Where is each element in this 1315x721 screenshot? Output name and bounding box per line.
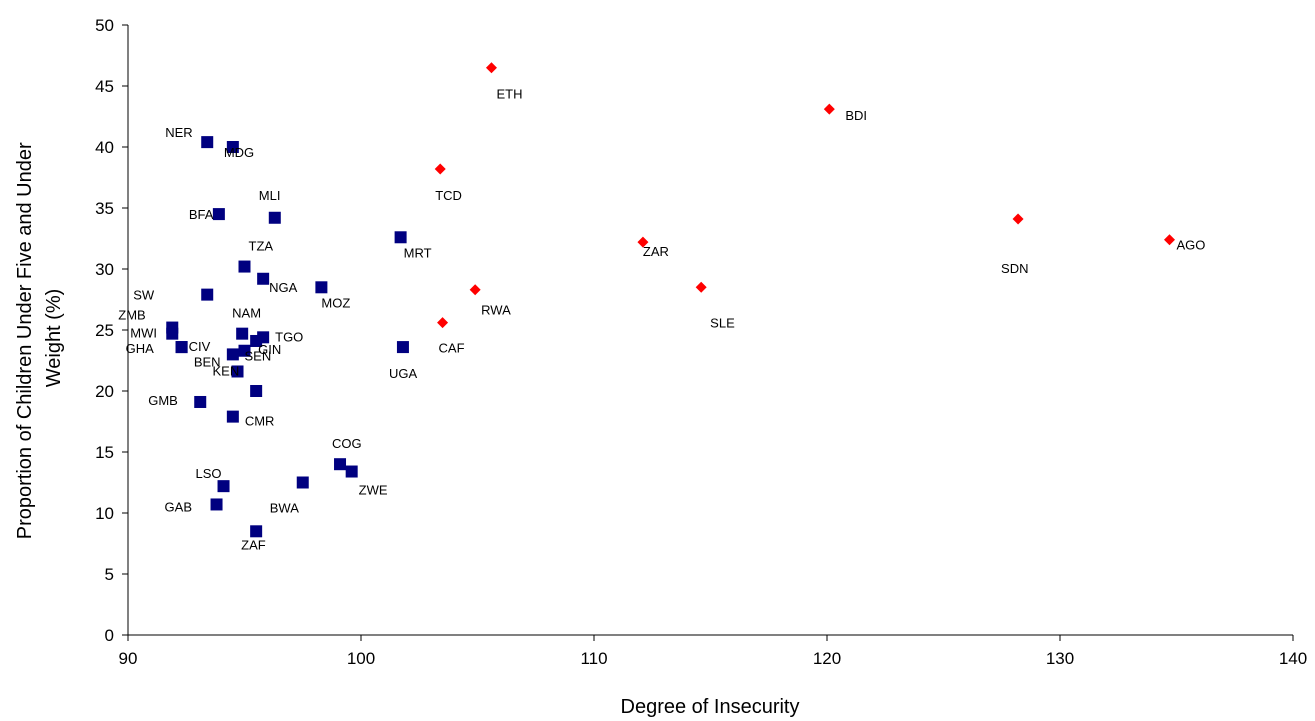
y-tick-label: 20 <box>95 382 114 401</box>
y-tick-label: 0 <box>105 626 114 645</box>
point-label: BDI <box>845 108 867 123</box>
point-label: AGO <box>1177 238 1206 253</box>
point-square <box>226 348 239 361</box>
point-square <box>201 136 214 149</box>
point-label: MWI <box>130 326 157 341</box>
point-label: SEN <box>245 349 272 364</box>
y-tick-label: 25 <box>95 321 114 340</box>
point-label: LSO <box>196 466 222 481</box>
point-square <box>250 525 263 538</box>
point-square <box>238 260 251 273</box>
point-diamond <box>1012 213 1024 225</box>
point-label: BEN <box>194 354 221 369</box>
point-label: BWA <box>270 501 299 516</box>
point-label: MRT <box>404 245 432 260</box>
point-diamond <box>695 281 707 293</box>
point-square <box>250 385 263 397</box>
x-tick-label: 90 <box>119 649 138 668</box>
point-square <box>231 365 244 378</box>
y-axis-title-line-1: Proportion of Children Under Five and Un… <box>14 142 36 539</box>
point-square <box>217 480 230 493</box>
point-label: CIV <box>189 339 211 354</box>
point-square <box>250 334 263 347</box>
point-square <box>296 476 309 489</box>
x-tick-label: 100 <box>347 649 375 668</box>
point-diamond <box>823 103 835 115</box>
y-tick-label: 50 <box>95 16 114 35</box>
point-label: GHA <box>126 341 155 356</box>
point-square <box>315 281 328 294</box>
y-tick-label: 40 <box>95 138 114 157</box>
point-label: CAF <box>439 341 465 356</box>
point-label: ZWE <box>359 483 388 498</box>
point-square <box>201 288 214 301</box>
point-label: GAB <box>165 499 192 514</box>
point-label: COG <box>332 436 362 451</box>
y-axis-title: Proportion of Children Under Five and Un… <box>14 137 65 539</box>
point-label: RWA <box>481 303 511 318</box>
y-tick-label: 30 <box>95 260 114 279</box>
point-label: ETH <box>496 87 522 102</box>
point-diamond <box>469 284 481 296</box>
point-square <box>226 141 239 153</box>
x-axis-ticks: 90 100 110 120 130 140 <box>119 635 1307 668</box>
point-square <box>268 211 281 224</box>
x-axis-title: Degree of Insecurity <box>621 696 800 718</box>
y-axis-ticks: 0 5 10 15 20 25 30 35 40 45 50 <box>95 16 128 645</box>
point-label: NER <box>165 125 192 140</box>
x-tick-label: 130 <box>1046 649 1074 668</box>
point-square <box>226 410 239 423</box>
point-label: SW <box>133 288 155 303</box>
point-label: TCD <box>435 188 462 203</box>
y-tick-label: 10 <box>95 504 114 523</box>
point-label: TGO <box>275 329 303 344</box>
point-label: MDG <box>224 145 254 160</box>
point-diamond <box>1164 234 1176 246</box>
point-square <box>257 272 270 285</box>
y-axis-title-line-2: Weight (%) <box>43 289 65 388</box>
point-label: BFA <box>189 207 214 222</box>
point-label: NAM <box>232 306 261 321</box>
point-label: GMB <box>148 393 178 408</box>
y-tick-label: 5 <box>105 565 114 584</box>
x-tick-label: 110 <box>580 649 607 668</box>
point-label: SDN <box>1001 261 1028 276</box>
point-label: UGA <box>389 366 418 381</box>
y-tick-label: 15 <box>95 443 114 462</box>
point-label: ZAR <box>643 244 669 259</box>
y-tick-label: 35 <box>95 199 114 218</box>
point-square <box>166 327 179 340</box>
point-diamond <box>485 62 497 74</box>
point-square <box>175 341 188 354</box>
point-square <box>334 458 347 471</box>
point-label: SLE <box>710 315 735 330</box>
point-label: KEN <box>213 363 240 378</box>
point-square <box>236 327 249 340</box>
y-tick-label: 45 <box>95 77 114 96</box>
point-diamond <box>437 317 449 329</box>
point-label: TZA <box>249 239 274 254</box>
point-square <box>345 465 358 478</box>
x-tick-label: 120 <box>813 649 841 668</box>
point-square <box>396 341 409 354</box>
x-tick-label: 140 <box>1279 649 1307 668</box>
point-label: GIN <box>258 342 281 357</box>
point-square <box>194 395 207 408</box>
point-square <box>238 344 251 357</box>
point-label: ZMB <box>118 308 145 323</box>
point-square <box>212 208 225 221</box>
point-label: MOZ <box>321 295 350 310</box>
point-label: MLI <box>259 188 281 203</box>
point-diamond <box>434 163 446 175</box>
point-square <box>394 231 407 244</box>
data-points <box>166 62 1176 538</box>
point-label: CMR <box>245 414 275 429</box>
point-label: ZAF <box>241 537 266 552</box>
point-labels: NER MDG BFA MLI TZA NGA MOZ SW ZMB MWI CIV GHA NAM TG… <box>118 87 1205 553</box>
point-diamond <box>637 236 649 248</box>
point-square <box>210 498 223 511</box>
point-label: NGA <box>269 280 298 295</box>
